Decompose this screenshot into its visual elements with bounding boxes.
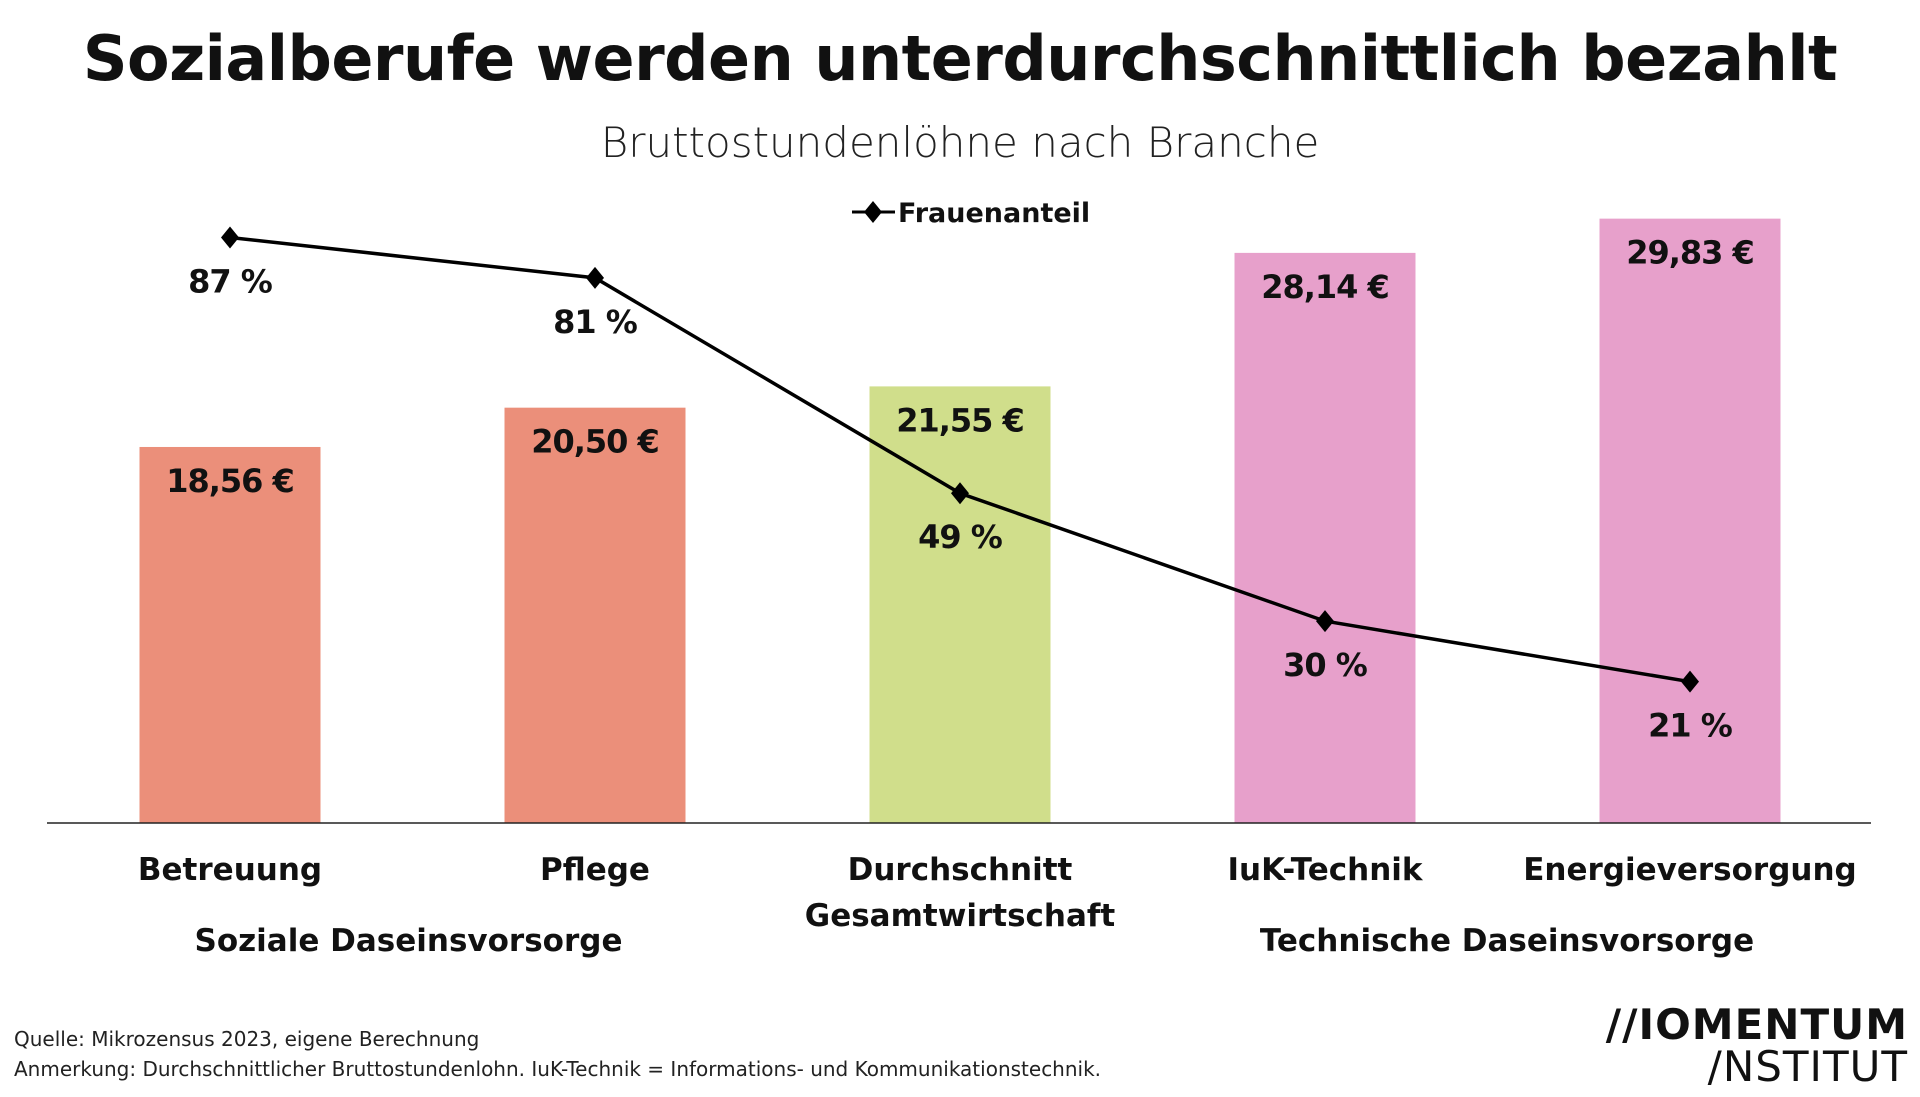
category-label-line: Betreuung: [137, 852, 323, 888]
bar-3: [1234, 252, 1416, 823]
category-label: Pflege: [415, 847, 775, 893]
category-label: Betreuung: [50, 847, 410, 893]
line-value-label: 21 %: [1648, 707, 1733, 745]
line-marker-diamond: [1681, 670, 1699, 693]
line-value-label: 81 %: [553, 303, 638, 341]
logo-line-2: /NSTITUT: [1707, 1042, 1908, 1091]
chart-subtitle: Bruttostundenlöhne nach Branche: [600, 118, 1320, 167]
source-note: Quelle: Mikrozensus 2023, eigene Berechn…: [14, 1027, 480, 1051]
bar-value-label: 18,56 €: [166, 462, 294, 500]
group-label: Technische Daseinsvorsorge: [1259, 923, 1755, 959]
bar-1: [504, 407, 686, 823]
line-marker-diamond: [1316, 610, 1334, 633]
logo-line-1: //IOMENTUM: [1605, 1000, 1908, 1049]
line-value-label: 49 %: [918, 518, 1003, 556]
line-marker-diamond: [951, 482, 969, 505]
bar-0: [139, 446, 321, 823]
line-marker-diamond: [221, 226, 239, 249]
chart-title: Sozialberufe werden unterdurchschnittlic…: [82, 22, 1838, 95]
group-label: Soziale Daseinsvorsorge: [194, 923, 623, 959]
momentum-institut-logo: //IOMENTUM /NSTITUT: [1606, 1004, 1908, 1088]
bar-value-label: 21,55 €: [896, 401, 1024, 439]
annotation-note: Anmerkung: Durchschnittlicher Bruttostun…: [14, 1057, 1102, 1081]
line-value-label: 30 %: [1283, 646, 1368, 684]
bar-2: [869, 386, 1051, 823]
bar-4: [1599, 218, 1781, 824]
category-label: Durchschnitt Gesamtwirtschaft: [780, 847, 1140, 939]
legend-label: Frauenanteil: [898, 198, 1090, 229]
group-soziale-daseinsvorsorge: Soziale Daseinsvorsorge: [76, 900, 741, 982]
category-label-line: Gesamtwirtschaft: [804, 898, 1116, 934]
bar-value-label: 29,83 €: [1626, 234, 1754, 272]
bar-value-label: 20,50 €: [531, 423, 659, 461]
line-value-label: 87 %: [188, 262, 273, 300]
category-label-line: Pflege: [540, 852, 650, 888]
category-label-line: IuK-Technik: [1227, 852, 1423, 888]
category-label-line: Energieversorgung: [1523, 852, 1857, 888]
category-label: Energieversorgung: [1510, 847, 1870, 893]
bar-value-label: 28,14 €: [1261, 268, 1389, 306]
legend-diamond-icon: [864, 201, 882, 223]
group-technische-daseinsvorsorge: Technische Daseinsvorsorge: [1175, 900, 1839, 982]
category-label: IuK-Technik: [1145, 847, 1505, 893]
line-marker-diamond: [586, 266, 604, 289]
category-label-line: Durchschnitt: [847, 852, 1073, 888]
